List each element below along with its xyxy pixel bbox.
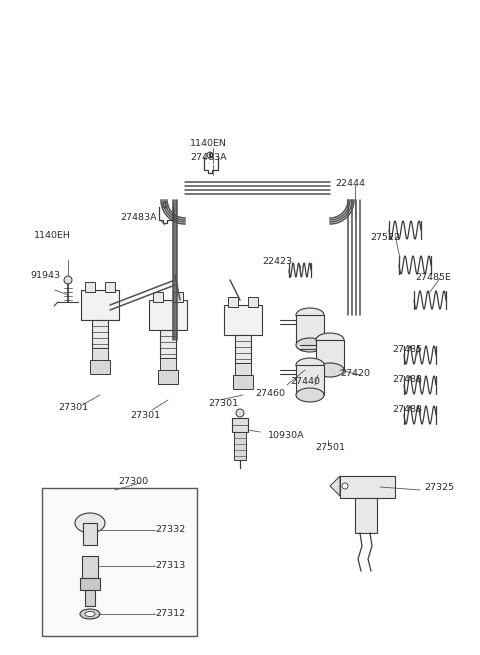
Bar (233, 375, 253, 389)
Bar (296, 315, 324, 345)
Text: 27485: 27485 (392, 345, 422, 354)
Text: 27420: 27420 (340, 369, 370, 377)
Circle shape (236, 409, 244, 417)
Text: 1140EH: 1140EH (34, 231, 71, 240)
Ellipse shape (296, 338, 324, 352)
Text: 27313: 27313 (155, 561, 185, 571)
Text: 27460: 27460 (255, 388, 285, 398)
Bar (355, 498, 377, 533)
Ellipse shape (316, 363, 344, 377)
Bar (105, 282, 115, 292)
Bar (232, 418, 248, 432)
Text: 91943: 91943 (30, 271, 60, 280)
Text: 22444: 22444 (335, 179, 365, 187)
Ellipse shape (75, 513, 105, 533)
Circle shape (342, 483, 348, 489)
Text: 27488: 27488 (392, 405, 422, 415)
Bar (160, 330, 176, 358)
Bar (235, 335, 251, 363)
Text: 27301: 27301 (130, 411, 160, 419)
Bar (248, 297, 258, 307)
Text: 27483A: 27483A (120, 214, 156, 223)
Text: 27300: 27300 (118, 477, 148, 487)
Text: 27312: 27312 (155, 610, 185, 618)
Text: 27485E: 27485E (415, 272, 451, 282)
Bar (82, 556, 98, 588)
Bar (228, 297, 238, 307)
Bar (85, 282, 95, 292)
Bar (80, 578, 100, 590)
Text: 27483A: 27483A (190, 153, 227, 162)
Text: 27488: 27488 (392, 375, 422, 384)
Bar (92, 320, 108, 348)
Bar (173, 292, 183, 302)
Text: 27325: 27325 (424, 483, 454, 493)
Bar (296, 365, 324, 395)
Bar (316, 340, 344, 370)
Text: 1140EN: 1140EN (190, 138, 227, 147)
Polygon shape (330, 476, 340, 496)
Ellipse shape (296, 358, 324, 372)
Bar (149, 300, 187, 330)
Bar (153, 292, 163, 302)
Circle shape (207, 152, 213, 158)
Ellipse shape (316, 333, 344, 347)
Bar (235, 363, 251, 375)
Circle shape (162, 202, 168, 208)
Text: 10930A: 10930A (268, 430, 305, 440)
Text: 27440: 27440 (290, 377, 320, 386)
Bar (83, 523, 97, 545)
Ellipse shape (296, 388, 324, 402)
Circle shape (64, 276, 72, 284)
Ellipse shape (85, 612, 95, 616)
Bar (81, 290, 119, 320)
Text: 27301: 27301 (58, 403, 88, 411)
Bar (85, 590, 95, 606)
Text: 27522: 27522 (370, 233, 400, 242)
Text: 27301: 27301 (208, 398, 238, 407)
Bar (92, 348, 108, 360)
Bar (90, 360, 110, 374)
Bar (158, 370, 178, 384)
Ellipse shape (296, 308, 324, 322)
Text: 22423: 22423 (262, 257, 292, 267)
Bar (224, 305, 262, 335)
Bar (42, 488, 197, 636)
Bar (160, 358, 176, 370)
Ellipse shape (80, 609, 100, 619)
Bar (234, 432, 246, 460)
Bar (340, 476, 395, 498)
Text: 27501: 27501 (315, 443, 345, 453)
Text: 27332: 27332 (155, 525, 185, 534)
